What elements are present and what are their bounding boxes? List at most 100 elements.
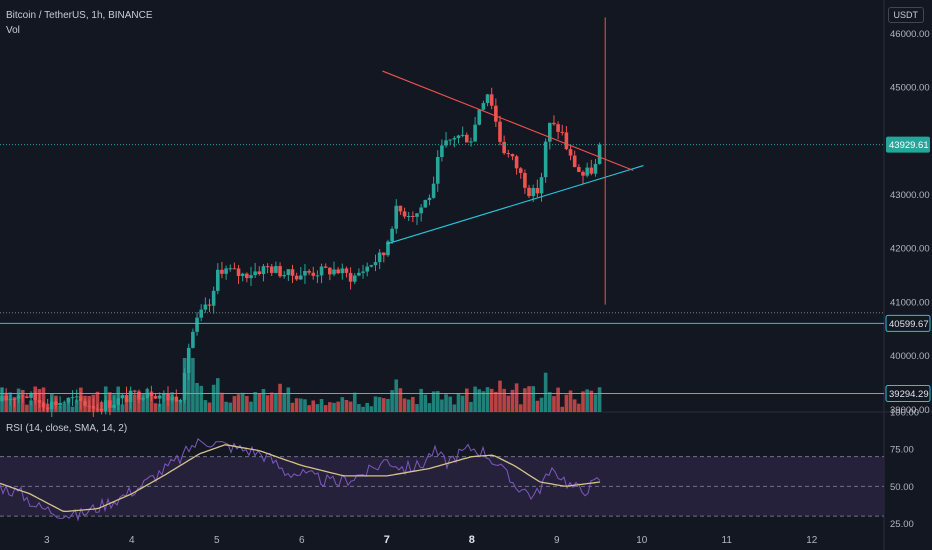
trendline-resistance[interactable] [382, 70, 634, 171]
candle-body [340, 268, 345, 274]
candle-body [83, 400, 87, 406]
volume-bar [25, 404, 29, 412]
candle-body [510, 154, 515, 157]
candle-body [502, 141, 506, 154]
candle-body [299, 275, 303, 280]
candle-body [25, 396, 29, 398]
volume-bar [382, 398, 386, 412]
candle-body [460, 134, 465, 136]
volume-bar [58, 405, 62, 412]
volume-bar [352, 392, 357, 412]
candle-body [539, 177, 544, 194]
volume-bar [282, 393, 286, 412]
candle-body [253, 271, 257, 276]
candle-body [485, 94, 490, 104]
volume-bar [348, 401, 353, 412]
volume-bar [427, 403, 432, 412]
candle-body [328, 267, 332, 275]
candle-body [133, 390, 137, 392]
candle-body [506, 153, 511, 155]
candle-body [41, 402, 46, 408]
volume-bar [245, 396, 249, 412]
volume-bar [552, 396, 556, 412]
volume-bar [257, 393, 262, 412]
candle-body [224, 268, 228, 274]
volume-bar [477, 389, 482, 412]
candle-body [394, 205, 399, 229]
volume-bar [494, 391, 498, 412]
volume-bar [556, 387, 560, 412]
volume-bar [178, 400, 183, 412]
candle-body [162, 393, 166, 396]
volume-bar [95, 391, 100, 412]
volume-bar [249, 401, 253, 412]
candle-body [232, 268, 237, 270]
volume-bar [207, 402, 212, 412]
volume-bar [377, 397, 382, 412]
price-tick-label: 40000.00 [890, 351, 930, 362]
volume-bar [535, 400, 540, 412]
volume-bar [41, 387, 46, 412]
candle-body [489, 94, 494, 106]
candle-body [348, 272, 353, 282]
volume-bar [402, 398, 407, 412]
volume-bar [572, 399, 577, 412]
volume-bar [465, 388, 469, 412]
price-tick-label: 43000.00 [890, 190, 930, 201]
candle-body [311, 272, 316, 276]
candle-body [265, 266, 270, 268]
volume-bar [419, 388, 423, 412]
volume-bar [361, 406, 365, 412]
candle-body [423, 200, 428, 208]
candle-body [498, 121, 502, 142]
volume-bar [278, 383, 282, 412]
volume-bar [498, 380, 502, 412]
rsi-label: RSI (14, close, SMA, 14, 2) [6, 423, 128, 434]
rsi-tick-label: 50.00 [890, 482, 914, 493]
candle-body [157, 395, 162, 399]
candle-body [597, 144, 602, 164]
candle-body [448, 139, 452, 141]
drawings[interactable] [0, 17, 884, 395]
candle-body [103, 400, 108, 411]
candle-body [390, 228, 394, 242]
candle-body [249, 275, 253, 279]
candle-body [543, 141, 548, 178]
candle-body [199, 309, 203, 318]
candle-body [236, 268, 241, 276]
candle-body [245, 273, 249, 279]
volume-bar [514, 383, 519, 412]
price-tag-bg [886, 136, 930, 153]
volume-bar [518, 404, 523, 412]
candle-body [361, 271, 365, 273]
volume-bar [365, 402, 369, 412]
volume-bar [564, 394, 569, 412]
price-tick-label: 42000.00 [890, 244, 930, 255]
trendline-support[interactable] [386, 165, 644, 245]
candle-body [481, 103, 486, 110]
volume-bar [527, 386, 531, 412]
candle-body [137, 391, 141, 400]
candle-body [585, 167, 589, 176]
volume-bar [269, 392, 274, 412]
volume-bar [386, 398, 390, 412]
currency-button[interactable]: USDT [887, 7, 924, 23]
volume-bar [236, 394, 241, 412]
candle-body [290, 269, 295, 276]
candle-body [377, 252, 382, 263]
candle-body [307, 270, 311, 273]
candle-body [336, 269, 340, 274]
axes: 39000.00 40000.00 41000.00 42000.00 43000.00… [44, 29, 931, 546]
candle-body [170, 396, 174, 401]
date-tick-label: 6 [299, 535, 305, 546]
candle-body [79, 396, 83, 401]
candle-body [8, 398, 13, 401]
date-tick-label: 12 [806, 535, 818, 546]
candle-body [531, 188, 535, 197]
candle-body [523, 172, 527, 188]
candle-body [435, 156, 440, 184]
volume-bar [199, 385, 203, 412]
volume-bar [593, 394, 598, 412]
price-tag-label: 40599.67 [889, 319, 929, 330]
